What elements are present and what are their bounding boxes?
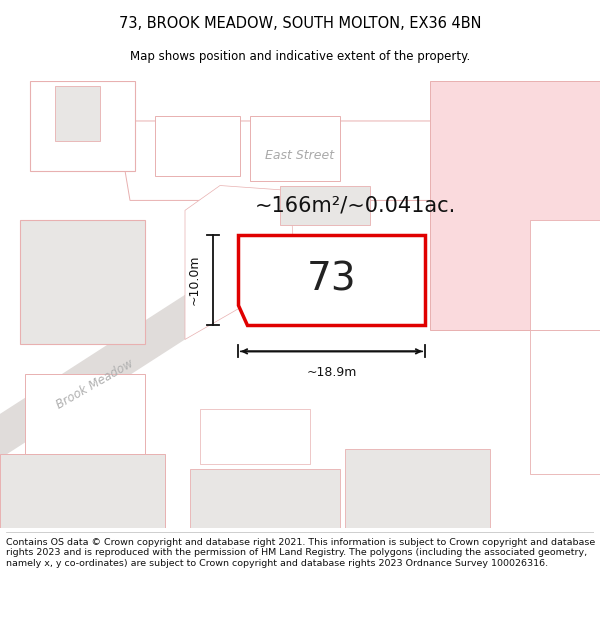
Polygon shape (155, 116, 240, 176)
Polygon shape (0, 295, 200, 459)
Polygon shape (120, 121, 490, 201)
Polygon shape (345, 449, 490, 528)
Polygon shape (250, 116, 340, 181)
Text: ~10.0m: ~10.0m (188, 254, 201, 305)
Polygon shape (200, 409, 310, 464)
Polygon shape (530, 220, 600, 329)
Polygon shape (190, 469, 340, 528)
Text: 73: 73 (307, 261, 357, 299)
Polygon shape (55, 86, 100, 141)
Polygon shape (20, 220, 145, 344)
Polygon shape (30, 81, 135, 171)
Text: East Street: East Street (265, 149, 335, 162)
Polygon shape (530, 329, 600, 474)
Text: ~166m²/~0.041ac.: ~166m²/~0.041ac. (254, 196, 455, 216)
Polygon shape (280, 186, 370, 225)
Text: Contains OS data © Crown copyright and database right 2021. This information is : Contains OS data © Crown copyright and d… (6, 538, 595, 568)
Polygon shape (0, 454, 165, 528)
Text: Brook Meadow: Brook Meadow (54, 357, 136, 411)
Text: ~18.9m: ~18.9m (307, 366, 356, 379)
Polygon shape (25, 374, 145, 454)
Polygon shape (238, 235, 425, 324)
Polygon shape (430, 81, 600, 329)
Text: 73, BROOK MEADOW, SOUTH MOLTON, EX36 4BN: 73, BROOK MEADOW, SOUTH MOLTON, EX36 4BN (119, 16, 481, 31)
Polygon shape (185, 186, 295, 339)
Polygon shape (370, 275, 415, 314)
Text: Map shows position and indicative extent of the property.: Map shows position and indicative extent… (130, 51, 470, 63)
